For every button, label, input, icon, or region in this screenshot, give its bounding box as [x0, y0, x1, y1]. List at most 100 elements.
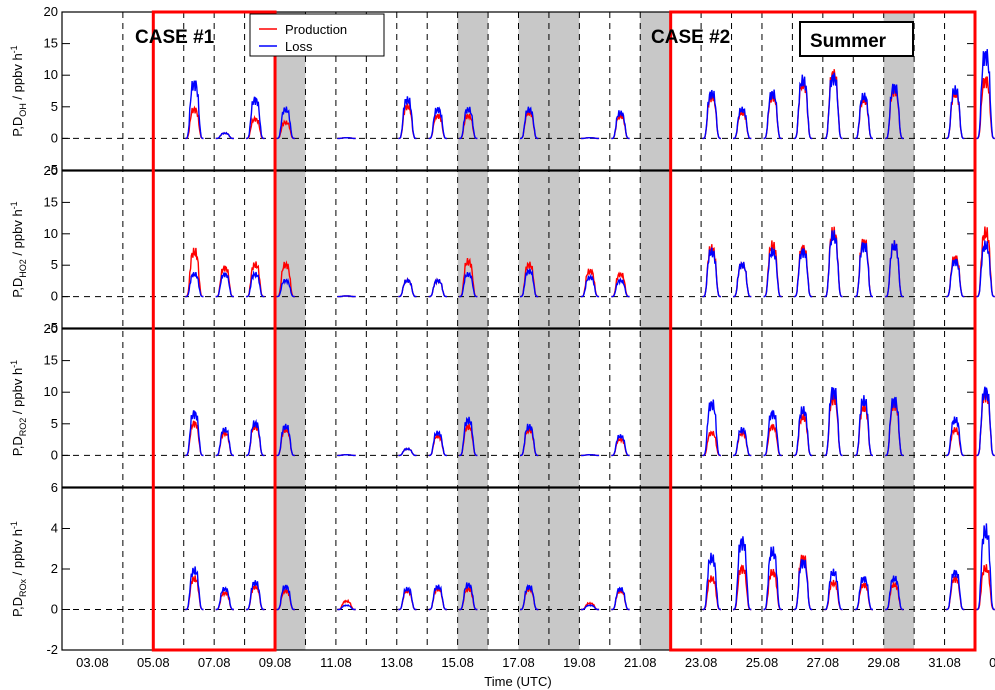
xtick-label: 29.08 [867, 655, 900, 670]
series-loss-OH [946, 85, 965, 140]
series-loss-OH [611, 110, 630, 140]
ytick-label-HO2: 0 [51, 289, 58, 304]
series-loss-HO2 [885, 240, 904, 298]
series-loss-OH [337, 136, 356, 140]
xtick-label: 15.08 [441, 655, 474, 670]
xtick-label: 03.08 [76, 655, 109, 670]
xtick-label: 27.08 [807, 655, 840, 670]
ylabel-suffix: / ppbv h [10, 209, 25, 259]
ylabel-sup: -1 [9, 521, 19, 529]
series-loss-OH [398, 96, 417, 140]
series-loss-RO2 [763, 409, 782, 457]
series-loss-RO2 [733, 426, 752, 457]
xtick-label: 11.08 [320, 655, 352, 670]
series-loss-OH [580, 136, 600, 140]
series-loss-HO2 [611, 277, 630, 298]
xtick-label: 31.08 [928, 655, 961, 670]
ylabel-prefix: P,D [10, 597, 25, 617]
series-loss-RO2 [246, 418, 265, 457]
series-loss-OH [185, 80, 204, 140]
series-loss-HO2 [337, 295, 356, 298]
series-loss-HO2 [702, 247, 721, 298]
series-loss-HO2 [185, 272, 204, 298]
ytick-label-OH: 10 [44, 67, 58, 82]
series-loss-ROx [520, 583, 539, 611]
ytick-label-OH: 20 [44, 4, 58, 19]
ylabel-suffix: / ppbv h [10, 368, 25, 418]
ytick-label-HO2: 20 [44, 163, 58, 178]
xtick-label: 13.08 [380, 655, 413, 670]
series-loss-RO2 [885, 396, 904, 457]
ytick-label-OH: 0 [51, 130, 58, 145]
series-loss-RO2 [459, 416, 478, 457]
series-loss-HO2 [793, 247, 813, 298]
series-loss-RO2 [580, 453, 600, 457]
series-loss-ROx [976, 523, 995, 611]
series-loss-RO2 [185, 410, 204, 457]
ytick-label-OH: 15 [44, 36, 58, 51]
series-loss-ROx [763, 546, 782, 611]
series-loss-ROx [246, 580, 265, 611]
series-loss-RO2 [946, 416, 965, 457]
ytick-label-OH: 5 [51, 99, 58, 114]
series-loss-RO2 [611, 434, 630, 457]
y-axis-label-HO2: P,DHO2 / ppbv h-1 [9, 201, 28, 297]
ytick-label-HO2: 10 [44, 226, 58, 241]
xtick-label: 25.08 [746, 655, 779, 670]
series-loss-RO2 [976, 386, 995, 457]
series-production-HO2 [580, 268, 600, 298]
series-loss-HO2 [824, 230, 843, 298]
ylabel-sub: ROx [18, 578, 28, 597]
series-loss-ROx [215, 586, 234, 611]
series-loss-HO2 [733, 261, 752, 298]
series-loss-OH [246, 96, 265, 140]
series-production-HO2 [611, 271, 630, 298]
ytick-label-ROx: 0 [51, 602, 58, 617]
ylabel-sup: -1 [9, 201, 19, 209]
series-loss-ROx [337, 603, 356, 611]
series-loss-HO2 [459, 271, 478, 298]
ytick-label-RO2: 20 [44, 321, 58, 336]
ytick-label-ROx: -2 [46, 642, 58, 657]
ylabel-suffix: / ppbv h [10, 529, 25, 579]
series-loss-OH [885, 83, 904, 140]
summer-box [799, 21, 914, 57]
series-loss-ROx [885, 575, 904, 611]
ytick-label-RO2: 5 [51, 416, 58, 431]
legend-production-label: Production [285, 22, 347, 37]
series-loss-ROx [398, 586, 417, 611]
series-loss-HO2 [428, 277, 447, 298]
ytick-label-OH: -5 [46, 162, 58, 177]
ylabel-sup: -1 [9, 45, 19, 53]
shaded-period-0 [275, 12, 306, 650]
xtick-label: 02.09 [989, 655, 995, 670]
series-loss-OH [520, 106, 539, 140]
shaded-period-2 [518, 12, 549, 650]
day-gridlines [62, 12, 975, 650]
series-loss-ROx [793, 559, 813, 611]
series-loss-HO2 [215, 272, 234, 298]
series-loss-ROx [733, 536, 752, 611]
ytick-label-HO2: 15 [44, 194, 58, 209]
series-loss-ROx [580, 604, 600, 611]
xtick-label: 23.08 [685, 655, 718, 670]
ytick-label-RO2: 10 [44, 384, 58, 399]
series-loss-OH [215, 131, 234, 140]
series-loss-ROx [702, 552, 721, 611]
series-loss-RO2 [276, 423, 295, 457]
series-loss-OH [459, 106, 478, 140]
shaded-period-3 [548, 12, 580, 650]
ylabel-suffix: / ppbv h [10, 53, 25, 103]
shaded-periods [275, 12, 915, 650]
series-loss-ROx [611, 586, 630, 611]
ytick-label-ROx: 4 [51, 521, 58, 536]
ylabel-sub: OH [18, 103, 28, 117]
series-loss-ROx [276, 584, 295, 611]
ytick-label-ROx: 6 [51, 480, 58, 495]
series-loss-HO2 [763, 247, 782, 298]
ylabel-sub: HO2 [18, 259, 28, 278]
series-loss-ROx [854, 575, 873, 611]
ylabel-prefix: P,D [10, 278, 25, 298]
series-loss-OH [824, 72, 843, 140]
series-loss-RO2 [793, 406, 813, 457]
